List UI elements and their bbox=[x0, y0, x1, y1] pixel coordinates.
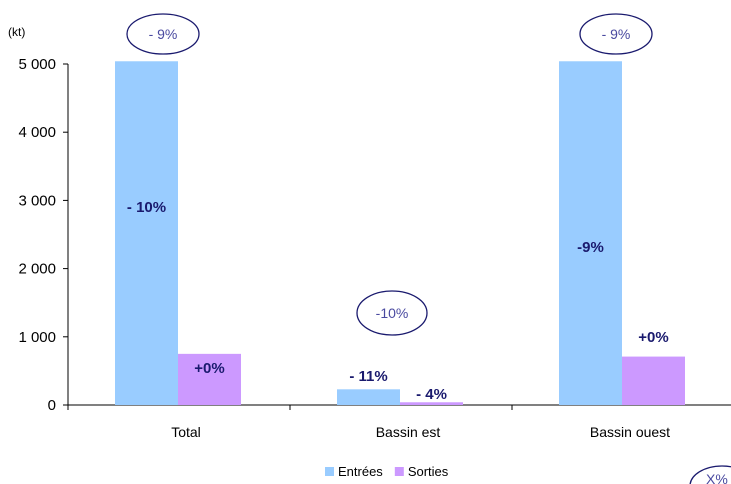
x-category-label: Bassin est bbox=[376, 424, 441, 440]
bar-sorties bbox=[178, 353, 241, 405]
bubble-annotation: -10% bbox=[356, 290, 428, 336]
bars bbox=[115, 61, 685, 405]
legend-item: Sorties bbox=[394, 464, 449, 479]
corner-bubble-annotation: X% bbox=[689, 465, 731, 484]
bubble-ellipse bbox=[356, 290, 428, 336]
y-tick-label: 0 bbox=[48, 397, 56, 414]
bubble-text: -10% bbox=[376, 305, 409, 321]
bar-sorties bbox=[400, 402, 463, 405]
bubble-ellipse bbox=[579, 13, 653, 55]
bubble-ellipse bbox=[126, 13, 200, 55]
bar-data-label: - 10% bbox=[127, 199, 166, 216]
bubble-annotations: - 9% -10% - 9% X% bbox=[126, 13, 731, 484]
corner-bubble-ellipse bbox=[689, 465, 731, 484]
corner-bubble-text: X% bbox=[706, 471, 728, 484]
y-tick-label: 3 000 bbox=[18, 192, 56, 209]
y-tick-label: 2 000 bbox=[18, 261, 56, 278]
bar-data-label: -9% bbox=[577, 239, 604, 256]
legend: Entrées Sorties bbox=[325, 464, 449, 479]
bubble-text: - 9% bbox=[149, 26, 178, 42]
bar-sorties bbox=[622, 356, 685, 405]
x-category-label: Bassin ouest bbox=[590, 424, 670, 440]
bubble-annotation: - 9% bbox=[126, 13, 200, 55]
bar-data-label: - 11% bbox=[349, 368, 387, 385]
legend-item: Entrées bbox=[325, 464, 383, 479]
bar-entrees bbox=[337, 389, 400, 405]
legend-swatch bbox=[325, 467, 334, 476]
bar-data-label: +0% bbox=[194, 360, 224, 377]
y-tick-label: 4 000 bbox=[18, 124, 56, 141]
data-labels: - 10% - 11% -9% +0% - 4% +0% bbox=[127, 199, 669, 403]
y-axis-unit-label: (kt) bbox=[8, 25, 25, 39]
legend-label: Entrées bbox=[338, 464, 383, 479]
bar-data-label: +0% bbox=[638, 329, 668, 346]
bar-entrees bbox=[559, 61, 622, 405]
axes: (kt) 0 1 000 2 000 3 000 4 000 5 000 Total Bassi… bbox=[8, 25, 731, 440]
y-tick-label: 1 000 bbox=[18, 329, 56, 346]
legend-label: Sorties bbox=[408, 464, 449, 479]
x-category-label: Total bbox=[171, 424, 201, 440]
y-tick-label: 5 000 bbox=[18, 56, 56, 73]
bar-data-label: - 4% bbox=[416, 386, 447, 403]
legend-swatch bbox=[394, 467, 404, 476]
bar-entrees bbox=[115, 61, 178, 405]
bubble-text: - 9% bbox=[602, 26, 631, 42]
bubble-annotation: - 9% bbox=[579, 13, 653, 55]
